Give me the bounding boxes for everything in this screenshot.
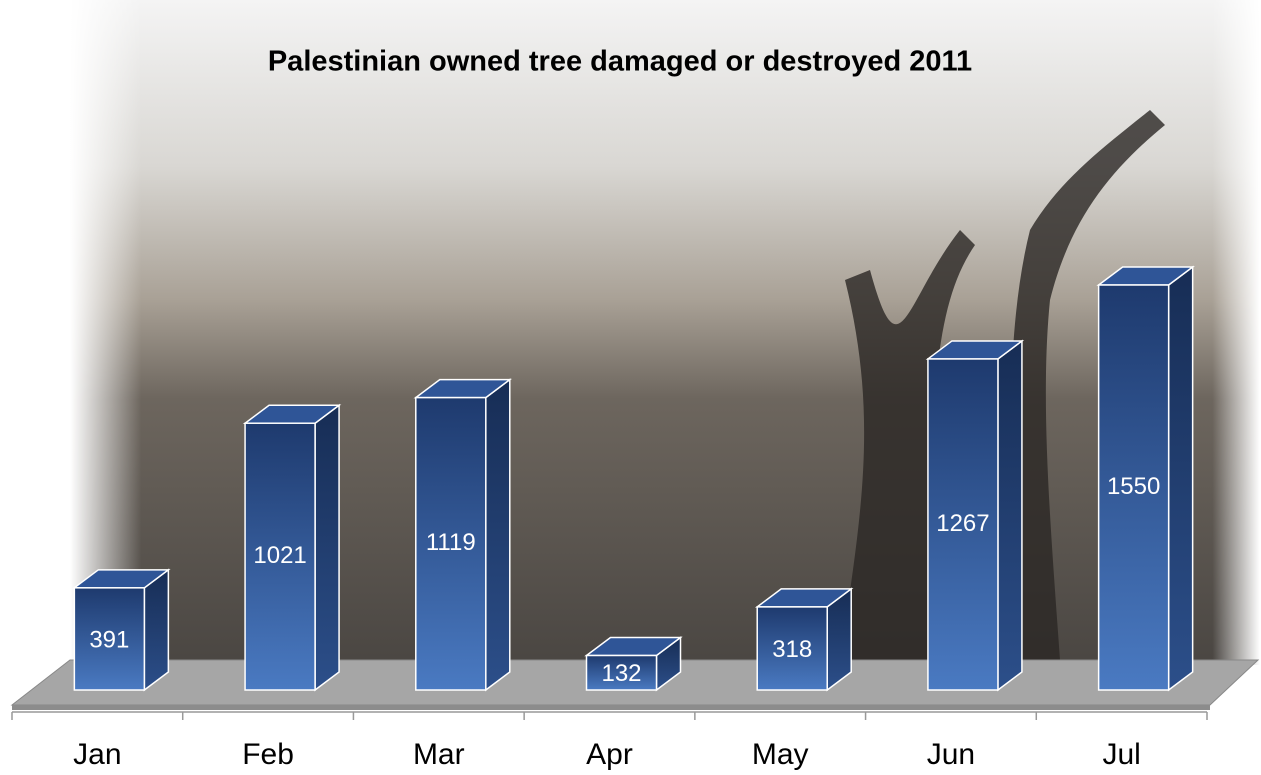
bar <box>754 587 854 692</box>
bar-front <box>415 396 487 691</box>
bar <box>413 378 513 692</box>
x-tick-label: May <box>752 738 809 771</box>
x-tick-label: Mar <box>413 738 465 771</box>
bar-front <box>756 606 828 691</box>
data-label: 1267 <box>936 510 989 537</box>
bar-side <box>997 339 1023 692</box>
data-label: 132 <box>601 660 641 687</box>
floor-edge <box>12 705 1210 710</box>
x-tick-label: Feb <box>242 738 294 771</box>
bar-side <box>314 403 340 692</box>
x-tick-label: Jan <box>73 738 121 771</box>
data-label: 1550 <box>1107 473 1160 500</box>
data-label: 391 <box>89 626 129 653</box>
data-label: 1119 <box>426 529 476 556</box>
bar <box>1096 265 1195 692</box>
bar-side <box>485 378 511 692</box>
chart-title: Palestinian owned tree damaged or destro… <box>268 46 972 78</box>
x-tick-label: Jun <box>927 738 975 771</box>
bar-front <box>1097 284 1170 691</box>
bar-front <box>927 358 999 691</box>
data-label: 1021 <box>253 542 306 569</box>
bar-side <box>143 568 170 692</box>
bar <box>925 339 1025 692</box>
bar <box>242 403 342 692</box>
x-tick-label: Apr <box>586 738 633 771</box>
x-tick-label: Jul <box>1102 738 1140 771</box>
bar-side <box>1167 265 1194 692</box>
data-label: 318 <box>772 636 812 663</box>
bar <box>584 636 683 692</box>
bar <box>72 568 171 692</box>
bar-front <box>244 422 316 691</box>
bar-front <box>585 654 658 691</box>
bar-front <box>73 587 146 691</box>
